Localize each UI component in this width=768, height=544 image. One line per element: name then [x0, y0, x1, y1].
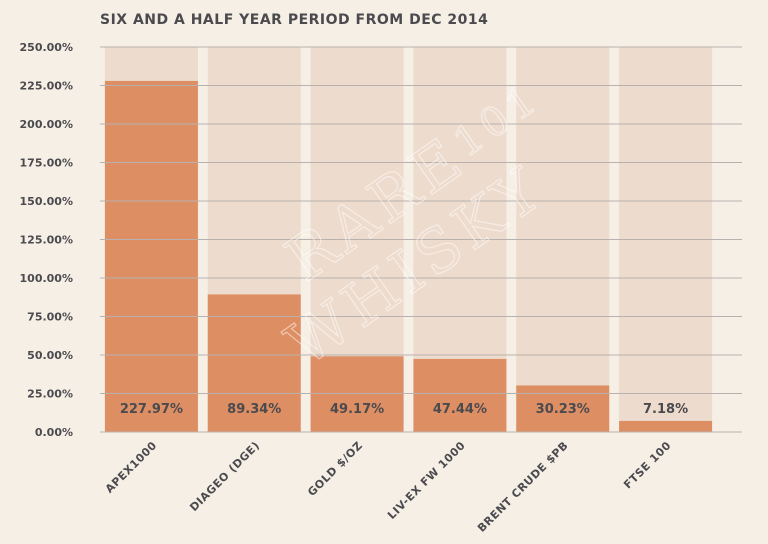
data-label-liv-ex-fw-1000: 47.44%	[433, 402, 487, 417]
y-tick-label: 150.00%	[20, 195, 73, 208]
gridlines	[100, 46, 742, 433]
x-tick-ftse-100: FTSE 100	[621, 439, 674, 492]
x-tick-apex1000: APEX1000	[103, 439, 160, 496]
y-tick-label: 250.00%	[20, 41, 73, 54]
y-tick-label: 0.00%	[35, 426, 73, 439]
x-tick-diageo-dge: DIAGEO (DGE)	[187, 439, 262, 514]
bar-apex1000	[104, 80, 198, 432]
data-label-gold-oz: 49.17%	[330, 402, 384, 417]
data-label-diageo-dge: 89.34%	[227, 402, 281, 417]
data-label-brent-crude-pb: 30.23%	[536, 402, 590, 417]
y-tick-label: 125.00%	[20, 234, 73, 247]
bar-liv-ex-fw-1000	[413, 358, 507, 432]
bars	[104, 80, 713, 432]
bar-gold-oz	[310, 356, 404, 432]
bar-diageo-dge	[207, 294, 301, 432]
y-tick-label: 75.00%	[27, 311, 73, 324]
x-axis-ticks: APEX1000 DIAGEO (DGE) GOLD $/OZ LIV-EX FW 1…	[103, 439, 674, 535]
y-tick-label: 25.00%	[27, 388, 73, 401]
data-label-apex1000: 227.97%	[120, 402, 183, 417]
y-tick-label: 175.00%	[20, 157, 73, 170]
chart-title: SIX AND A HALF YEAR PERIOD FROM DEC 2014	[100, 12, 489, 28]
x-tick-liv-ex-fw-1000: LIV-EX FW 1000	[385, 439, 468, 522]
y-tick-label: 100.00%	[20, 272, 73, 285]
bar-ftse-100	[619, 420, 713, 432]
x-tick-brent-crude-pb: BRENT CRUDE $PB	[475, 439, 571, 535]
data-labels: 227.97% 89.34% 49.17% 47.44% 30.23% 7.18%	[120, 402, 688, 417]
y-axis-ticks: 0.00% 25.00% 50.00% 75.00% 100.00% 125.00% 150…	[20, 41, 73, 439]
data-label-ftse-100: 7.18%	[643, 402, 688, 417]
y-tick-label: 50.00%	[27, 349, 73, 362]
y-tick-label: 225.00%	[20, 80, 73, 93]
y-tick-label: 200.00%	[20, 118, 73, 131]
x-tick-gold-oz: GOLD $/OZ	[305, 439, 365, 499]
